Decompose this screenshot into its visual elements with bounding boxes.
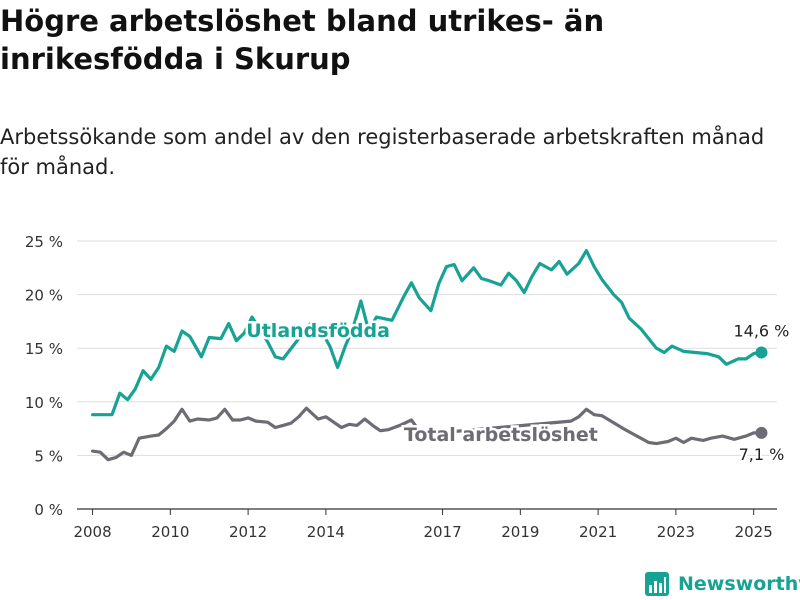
y-tick-label: 25 %	[25, 233, 63, 251]
chart-subtitle: Arbetssökande som andel av den registerb…	[0, 125, 765, 179]
y-tick-label: 0 %	[34, 501, 63, 519]
y-tick-label: 5 %	[34, 447, 63, 465]
x-tick-label: 2010	[151, 523, 189, 541]
end-value-label-total: 7,1 %	[739, 445, 785, 464]
x-tick-label: 2025	[735, 523, 773, 541]
series-line-utlandsfodda	[91, 249, 763, 417]
series-end-point-utlandsfodda	[755, 346, 768, 359]
series-label-total: Total arbetslöshet	[404, 424, 598, 446]
end-value-label-utlandsfodda: 14,6 %	[733, 321, 789, 340]
x-tick-label: 2017	[423, 523, 461, 541]
x-tick-label: 2008	[73, 523, 111, 541]
y-tick-label: 10 %	[25, 394, 63, 412]
series-end-point-total	[755, 426, 768, 439]
x-tick-label: 2023	[657, 523, 695, 541]
y-tick-label: 15 %	[25, 340, 63, 358]
chart-title: Högre arbetslöshet bland utrikes- än inr…	[0, 4, 605, 76]
x-tick-label: 2019	[501, 523, 539, 541]
series-label-utlandsfodda: Utlandsfödda	[246, 320, 390, 342]
x-tick-label: 2014	[307, 523, 345, 541]
y-tick-label: 20 %	[25, 287, 63, 305]
x-tick-label: 2021	[579, 523, 617, 541]
series-line-total	[91, 406, 763, 462]
newsworthy-logo-icon	[645, 572, 669, 596]
x-tick-label: 2012	[229, 523, 267, 541]
brand-logo: Newsworthy	[644, 568, 800, 600]
brand-name: Newsworthy	[678, 573, 800, 595]
